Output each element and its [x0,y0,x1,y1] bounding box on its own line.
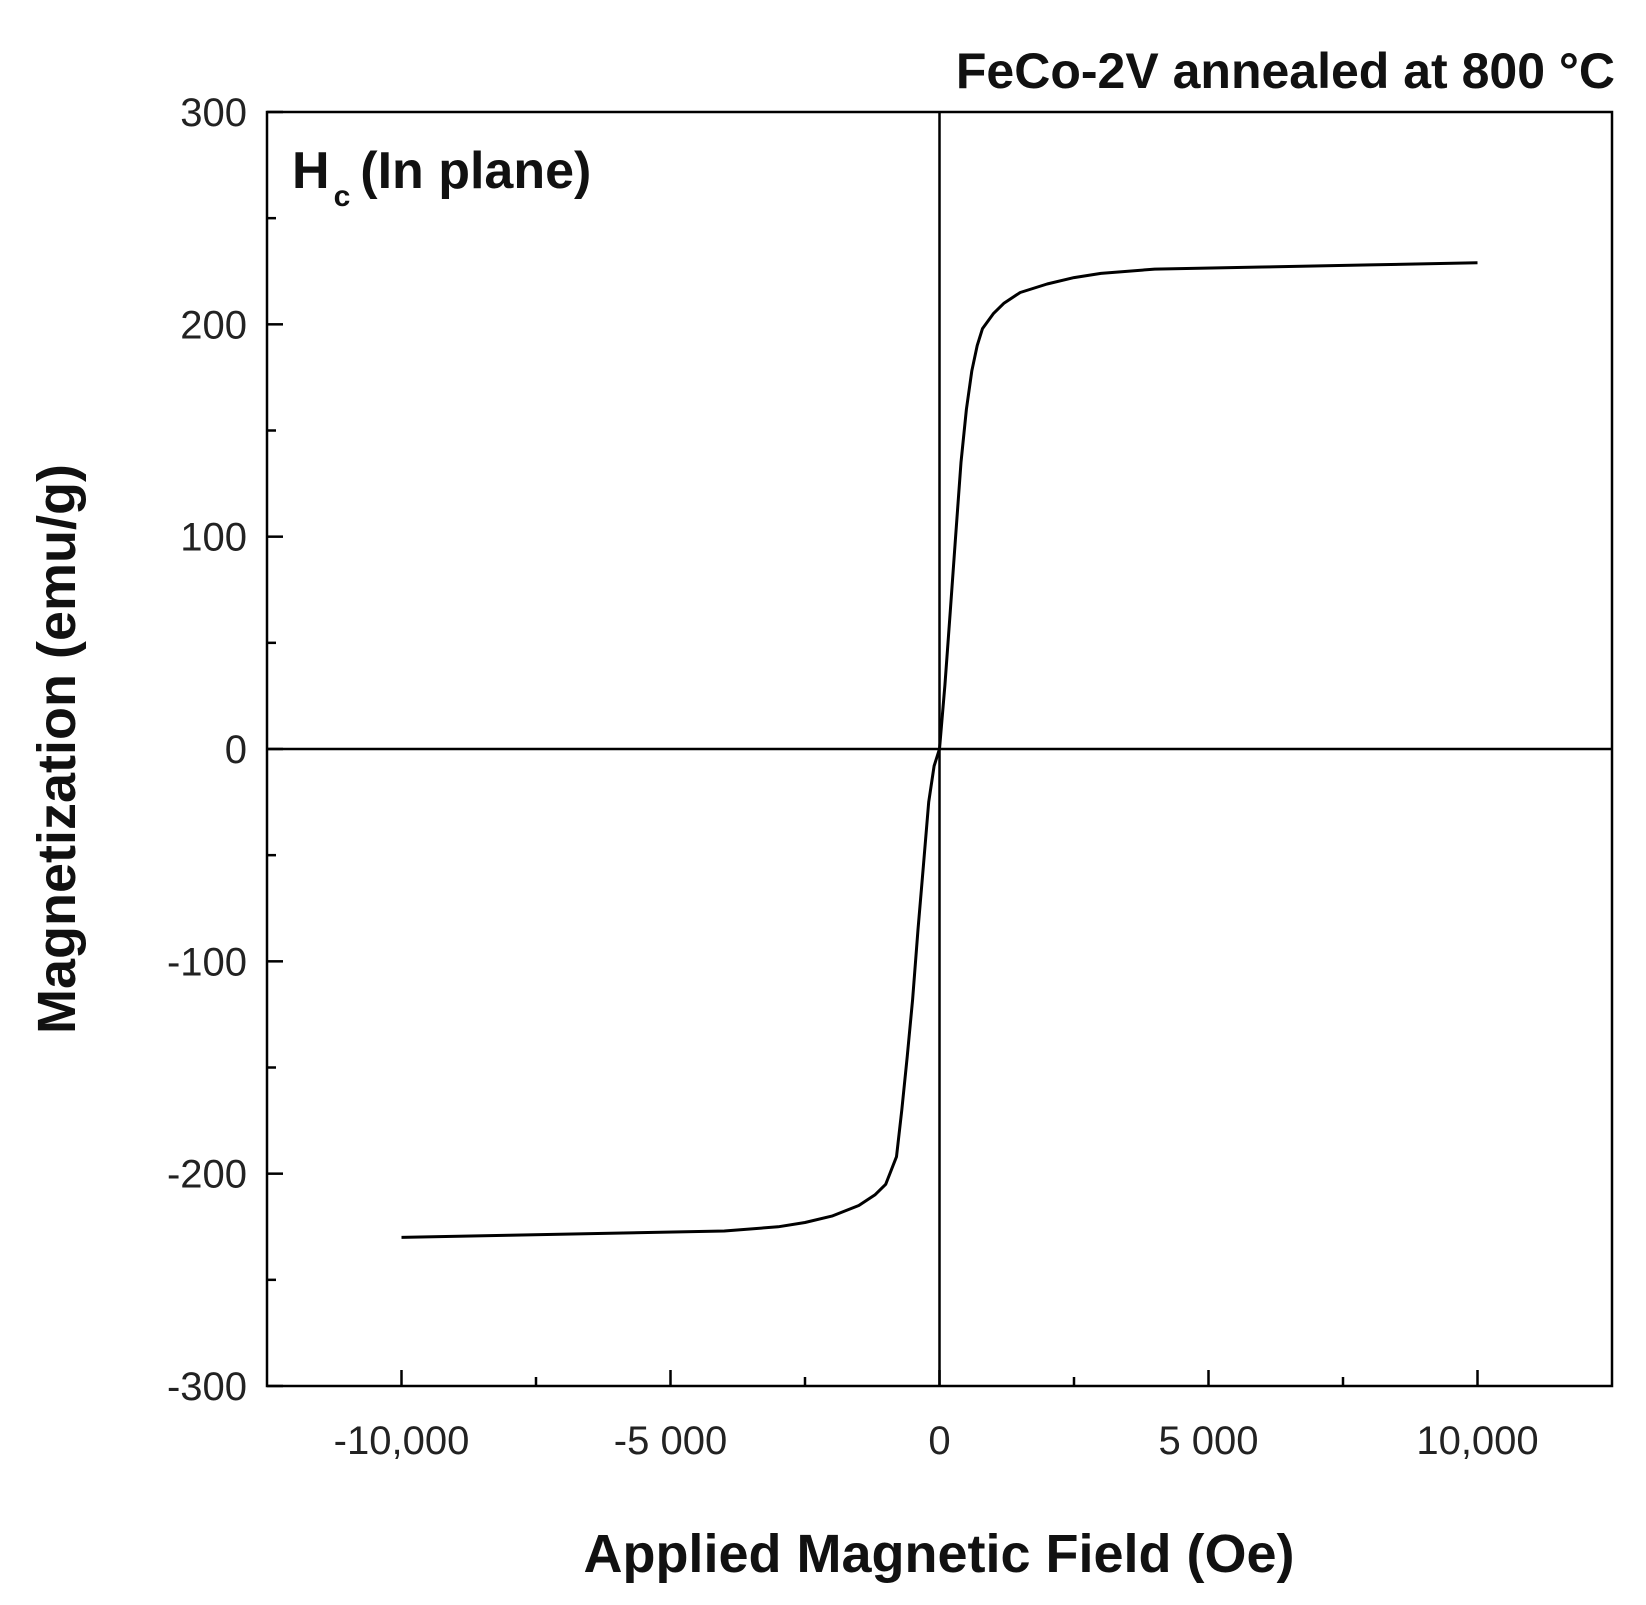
y-tick-label: -300 [167,1365,247,1409]
y-tick-label: 300 [180,91,247,135]
chart-title: FeCo-2V annealed at 800 °C [956,43,1615,99]
x-axis-tick-labels: -10,000 -5 000 0 5 000 10,000 [334,1419,1539,1463]
y-tick-label: 200 [180,303,247,347]
y-tick-label: -200 [167,1153,247,1197]
x-tick-label: 10,000 [1416,1419,1538,1463]
x-tick-label: 5 000 [1158,1419,1258,1463]
coercivity-annotation: H c (In plane) [292,142,591,213]
y-tick-label: 100 [180,516,247,560]
axis-ticks [267,110,1479,1388]
x-tick-label: 0 [928,1419,950,1463]
annotation-symbol: H [292,142,330,200]
magnetization-curve [401,261,1478,1239]
y-tick-label: 0 [225,728,247,772]
x-tick-label: -5 000 [614,1419,727,1463]
y-axis-tick-labels: -300 -200 -100 0 100 200 300 [167,91,247,1409]
annotation-text: (In plane) [360,142,591,200]
x-tick-label: -10,000 [334,1419,470,1463]
x-axis-label: Applied Magnetic Field (Oe) [583,1524,1294,1584]
y-axis-label: Magnetization (emu/g) [27,464,87,1034]
annotation-subscript: c [334,180,351,213]
y-tick-label: -100 [167,940,247,984]
